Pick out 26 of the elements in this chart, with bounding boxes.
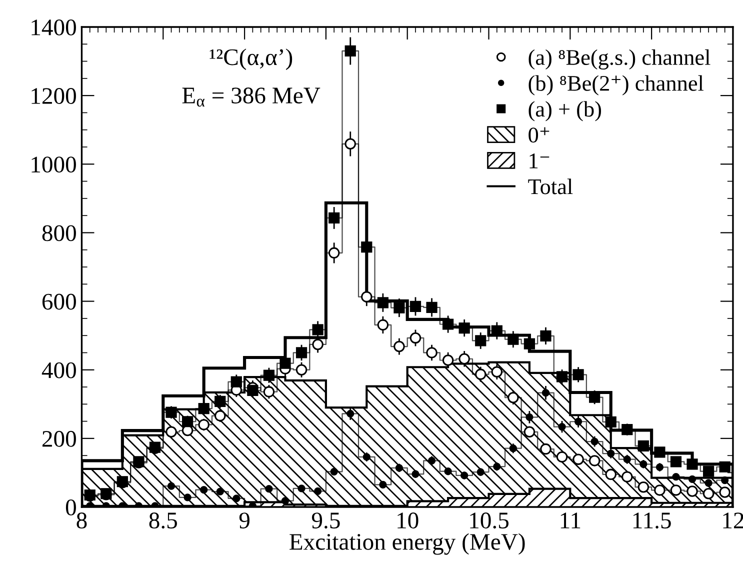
legend-label: (a) + (b)	[528, 101, 602, 122]
x-tick-label: 9.5	[312, 512, 340, 529]
x-tick-label: 12	[723, 512, 743, 528]
x-tick-label: 8	[76, 512, 87, 528]
annotation: ¹²C(α,α’)	[210, 48, 292, 70]
legend-label: (b) ⁸Be(2⁺) channel	[528, 75, 704, 96]
y-tick-label: 400	[42, 362, 76, 378]
y-tick-label: 1000	[32, 156, 76, 173]
x-tick-label: 10	[398, 512, 418, 528]
legend-label: Total	[528, 178, 573, 194]
legend-label: 1⁻	[530, 154, 550, 168]
y-tick-label: 0	[66, 499, 76, 516]
legend-label: 0⁺	[528, 127, 550, 143]
y-tick-label: 600	[42, 294, 76, 310]
y-tick-label: 1200	[32, 88, 76, 104]
y-tick-label: 200	[42, 430, 76, 447]
x-tick-label: 8.5	[149, 512, 177, 529]
x-tick-label: 9	[239, 512, 250, 528]
legend-label: (a) ⁸Be(g.s.) channel	[528, 49, 710, 70]
x-tick-label: 11.5	[633, 512, 671, 529]
x-tick-label: 11	[560, 512, 580, 528]
annotation: E$_{α}$ = 386 MeV	[182, 88, 320, 107]
x-tick-label: 10.5	[470, 512, 508, 529]
y-tick-label: 800	[42, 225, 76, 242]
x-axis-title: Excitation energy (MeV)	[290, 533, 525, 555]
y-tick-label: 1400	[32, 19, 76, 36]
